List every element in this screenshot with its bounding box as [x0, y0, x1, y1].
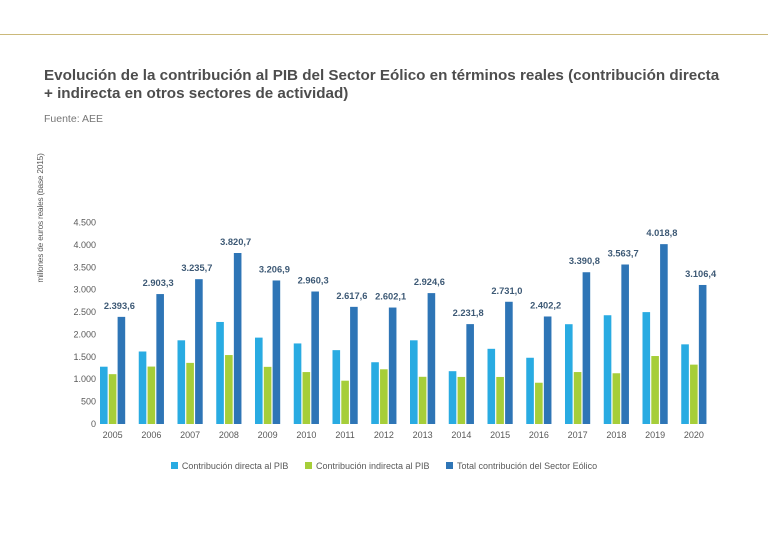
svg-text:500: 500: [81, 397, 96, 407]
svg-text:0: 0: [91, 419, 96, 429]
svg-text:2.924,6: 2.924,6: [414, 277, 445, 287]
svg-text:3.106,4: 3.106,4: [685, 269, 717, 279]
svg-text:2.960,3: 2.960,3: [298, 276, 329, 286]
svg-text:2.231,8: 2.231,8: [453, 308, 484, 318]
svg-text:2015: 2015: [490, 430, 510, 440]
svg-text:3.000: 3.000: [73, 285, 96, 295]
svg-text:2008: 2008: [219, 430, 239, 440]
svg-text:1.500: 1.500: [73, 352, 96, 362]
svg-text:2009: 2009: [258, 430, 278, 440]
svg-text:4.000: 4.000: [73, 240, 96, 250]
svg-text:3.390,8: 3.390,8: [569, 256, 600, 266]
svg-text:2013: 2013: [413, 430, 433, 440]
svg-text:4.018,8: 4.018,8: [646, 228, 677, 238]
svg-text:2.617,6: 2.617,6: [336, 291, 367, 301]
svg-text:2.393,6: 2.393,6: [104, 301, 135, 311]
svg-text:2014: 2014: [451, 430, 471, 440]
svg-text:1.000: 1.000: [73, 374, 96, 384]
svg-text:2011: 2011: [335, 430, 354, 440]
svg-text:2020: 2020: [684, 430, 704, 440]
svg-text:2016: 2016: [529, 430, 549, 440]
svg-text:4.500: 4.500: [73, 218, 96, 228]
svg-text:3.500: 3.500: [73, 262, 96, 272]
svg-text:2.731,0: 2.731,0: [491, 286, 522, 296]
svg-text:2006: 2006: [141, 430, 161, 440]
svg-text:2.500: 2.500: [73, 307, 96, 317]
svg-text:2005: 2005: [103, 430, 123, 440]
svg-text:3.235,7: 3.235,7: [181, 263, 212, 273]
svg-text:2017: 2017: [568, 430, 588, 440]
svg-text:2012: 2012: [374, 430, 394, 440]
svg-text:3.563,7: 3.563,7: [608, 249, 639, 259]
svg-text:3.820,7: 3.820,7: [220, 237, 251, 247]
svg-text:2.402,2: 2.402,2: [530, 300, 561, 310]
svg-text:2.602,1: 2.602,1: [375, 292, 406, 302]
svg-text:2007: 2007: [180, 430, 200, 440]
svg-text:2.000: 2.000: [73, 329, 96, 339]
svg-text:2019: 2019: [645, 430, 665, 440]
svg-text:2.903,3: 2.903,3: [143, 278, 174, 288]
svg-text:3.206,9: 3.206,9: [259, 264, 290, 274]
svg-text:2010: 2010: [296, 430, 316, 440]
svg-text:2018: 2018: [606, 430, 626, 440]
